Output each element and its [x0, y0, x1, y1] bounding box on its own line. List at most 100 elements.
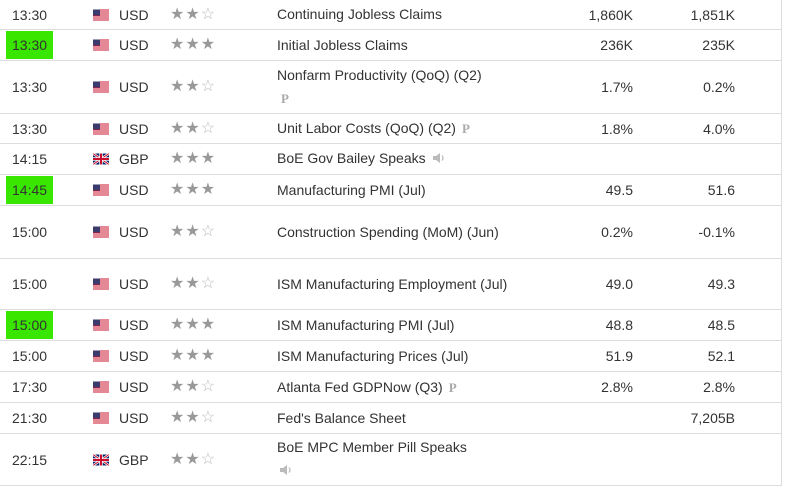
table-row[interactable]: 15:00 USD ★ ★ ★ ISM Manufacturing Prices (Jul…: [0, 341, 781, 372]
gb-flag-icon: [93, 153, 109, 165]
event-time-text: 13:30: [12, 120, 48, 137]
event-name[interactable]: ISM Manufacturing Employment (Jul): [277, 259, 547, 309]
event-name[interactable]: Atlanta Fed GDPNow (Q3) P: [277, 372, 547, 402]
currency-code: USD: [119, 6, 149, 23]
actual-value: 236K: [600, 37, 633, 53]
event-name-text[interactable]: BoE MPC Member Pill Speaks: [277, 439, 467, 456]
event-name-text[interactable]: Construction Spending (MoM) (Jun): [277, 223, 499, 240]
event-time: 13:30: [0, 61, 60, 113]
currency-code: GBP: [119, 151, 149, 167]
event-name-text[interactable]: BoE Gov Bailey Speaks: [277, 150, 426, 167]
star-filled-icon: ★: [170, 409, 185, 426]
event-time: 15:00: [0, 341, 60, 371]
event-time: 15:00: [0, 206, 60, 258]
event-name-text[interactable]: Manufacturing PMI (Jul): [277, 181, 426, 198]
event-name[interactable]: ISM Manufacturing PMI (Jul): [277, 310, 547, 340]
table-row[interactable]: 14:45 USD ★ ★ ★ Manufacturing PMI (Jul) 49.5 51…: [0, 175, 781, 206]
star-filled-icon: ★: [185, 36, 200, 53]
table-row[interactable]: 17:30 USD ★ ★ ☆ Atlanta Fed GDPNow (Q3) P 2.8% 2…: [0, 372, 781, 403]
event-time: 14:15: [0, 144, 60, 174]
us-flag-icon: [93, 81, 109, 93]
event-time: 15:00: [0, 259, 60, 309]
star-filled-icon: ★: [185, 78, 200, 95]
star-empty-icon: ☆: [200, 409, 216, 426]
importance-rating: ★ ★ ★: [170, 30, 216, 60]
event-name[interactable]: Unit Labor Costs (QoQ) (Q2) P: [277, 114, 547, 143]
table-row[interactable]: 13:30 USD ★ ★ ☆ Unit Labor Costs (QoQ) (Q2) P 1…: [0, 114, 781, 144]
event-name-text[interactable]: Fed's Balance Sheet: [277, 409, 406, 426]
table-row[interactable]: 22:15 GBP ★ ★ ☆ BoE MPC Member Pill Speaks: [0, 434, 781, 486]
event-name-text[interactable]: ISM Manufacturing PMI (Jul): [277, 316, 455, 333]
currency-code: USD: [119, 317, 149, 333]
currency-code: USD: [119, 37, 149, 53]
event-name[interactable]: ISM Manufacturing Prices (Jul): [277, 341, 547, 371]
star-filled-icon: ★: [170, 78, 185, 95]
star-empty-icon: ☆: [200, 275, 216, 292]
table-row[interactable]: 13:30 USD ★ ★ ★ Initial Jobless Claims 236K 235…: [0, 30, 781, 61]
table-row[interactable]: 13:30 USD ★ ★ ☆ Nonfarm Productivity (QoQ) (Q…: [0, 61, 781, 114]
star-empty-icon: ☆: [200, 223, 216, 240]
event-name[interactable]: Continuing Jobless Claims: [277, 0, 547, 29]
event-name[interactable]: Manufacturing PMI (Jul): [277, 175, 547, 205]
actual-value: 1,860K: [588, 6, 633, 23]
event-name[interactable]: Nonfarm Productivity (QoQ) (Q2) P: [277, 61, 547, 113]
us-flag-icon: [93, 184, 109, 196]
star-filled-icon: ★: [170, 316, 185, 333]
event-time-text: 15:00: [12, 224, 48, 240]
speaker-icon: [432, 148, 446, 171]
event-name[interactable]: Initial Jobless Claims: [277, 30, 547, 60]
event-name-text[interactable]: Atlanta Fed GDPNow (Q3): [277, 378, 443, 395]
table-row[interactable]: 15:00 USD ★ ★ ☆ ISM Manufacturing Employment …: [0, 259, 781, 310]
us-flag-icon: [93, 412, 109, 424]
forecast-value: 1,851K: [690, 6, 735, 23]
actual-value: 1.8%: [601, 120, 633, 137]
table-row[interactable]: 21:30 USD ★ ★ ☆ Fed's Balance Sheet 7,205B: [0, 403, 781, 434]
forecast-value: [650, 144, 735, 174]
event-name-text[interactable]: Unit Labor Costs (QoQ) (Q2): [277, 120, 456, 136]
speaker-icon: [279, 460, 293, 483]
star-filled-icon: ★: [170, 36, 185, 53]
star-filled-icon: ★: [200, 150, 216, 167]
table-row[interactable]: 15:00 USD ★ ★ ★ ISM Manufacturing PMI (Jul) 48…: [0, 310, 781, 341]
event-time-text: 13:30: [12, 79, 48, 95]
event-time-text: 15:00: [12, 348, 48, 364]
forecast-value: [650, 434, 735, 485]
importance-rating: ★ ★ ☆: [170, 259, 216, 309]
importance-rating: ★ ★ ☆: [170, 114, 216, 143]
event-time-text: 21:30: [12, 410, 48, 426]
star-filled-icon: ★: [185, 5, 200, 23]
star-filled-icon: ★: [200, 347, 216, 364]
event-name-text[interactable]: Continuing Jobless Claims: [277, 6, 442, 22]
importance-rating: ★ ★ ☆: [170, 372, 216, 402]
event-name-text[interactable]: ISM Manufacturing Employment (Jul): [277, 275, 508, 292]
event-name[interactable]: BoE Gov Bailey Speaks: [277, 144, 547, 174]
importance-rating: ★ ★ ★: [170, 144, 216, 174]
forecast-value: 0.2%: [703, 79, 735, 95]
importance-rating: ★ ★ ☆: [170, 61, 216, 113]
importance-rating: ★ ★ ☆: [170, 206, 216, 258]
star-filled-icon: ★: [185, 150, 200, 167]
importance-rating: ★ ★ ★: [170, 310, 216, 340]
importance-rating: ★ ★ ☆: [170, 0, 216, 29]
event-name-text[interactable]: Initial Jobless Claims: [277, 36, 408, 53]
table-row[interactable]: 15:00 USD ★ ★ ☆ Construction Spending (MoM) (…: [0, 206, 781, 259]
star-empty-icon: ☆: [200, 450, 216, 468]
event-name[interactable]: Construction Spending (MoM) (Jun): [277, 206, 547, 258]
currency-code: USD: [119, 379, 149, 395]
star-filled-icon: ★: [170, 119, 185, 137]
star-empty-icon: ☆: [200, 378, 216, 395]
event-time: 13:30: [0, 114, 60, 143]
star-empty-icon: ☆: [200, 119, 216, 137]
actual-value: 1.7%: [601, 79, 633, 95]
event-time: 21:30: [0, 403, 60, 433]
table-row[interactable]: 14:15 GBP ★ ★ ★ BoE Gov Bailey Speaks: [0, 144, 781, 175]
actual-value: 51.9: [605, 348, 633, 364]
currency-code: USD: [119, 182, 149, 198]
event-name-text[interactable]: ISM Manufacturing Prices (Jul): [277, 347, 469, 364]
star-filled-icon: ★: [170, 223, 185, 240]
currency-code: USD: [119, 79, 149, 95]
event-name[interactable]: BoE MPC Member Pill Speaks: [277, 434, 547, 485]
event-name[interactable]: Fed's Balance Sheet: [277, 403, 547, 433]
event-name-text[interactable]: Nonfarm Productivity (QoQ) (Q2): [277, 67, 482, 83]
table-row[interactable]: 13:30 USD ★ ★ ☆ Continuing Jobless Claims 1,86…: [0, 0, 781, 30]
